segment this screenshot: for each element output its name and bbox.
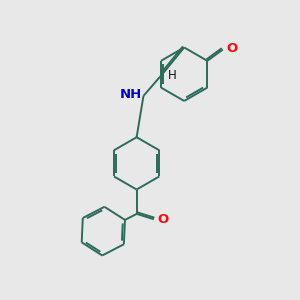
Text: O: O xyxy=(227,42,238,56)
Text: O: O xyxy=(158,213,169,226)
Text: NH: NH xyxy=(120,88,142,100)
Text: H: H xyxy=(168,69,177,82)
